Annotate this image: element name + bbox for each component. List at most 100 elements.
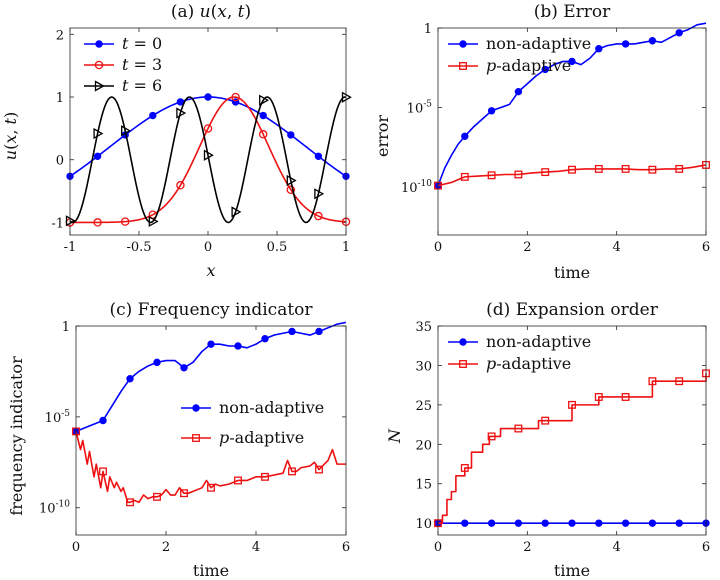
data-point-marker xyxy=(176,98,185,106)
data-point-marker xyxy=(231,206,242,218)
x-tick-label: -1 xyxy=(64,240,77,255)
panel-c-series xyxy=(72,321,347,507)
data-point-marker xyxy=(93,152,102,161)
y-tick-label: 15 xyxy=(415,478,432,493)
legend-label: t = 0 xyxy=(122,34,162,53)
series-t-0 xyxy=(66,93,350,181)
panel-d-series xyxy=(434,369,710,528)
series-line xyxy=(69,96,347,224)
data-point-marker xyxy=(541,416,550,425)
panel-d-legend: non-adaptive p-adaptive xyxy=(448,332,591,373)
panel-expansion-order: (d) Expansion order 0 2 4 6 10 15 20 25 30 35 no… xyxy=(385,300,710,580)
y-tick-label: 25 xyxy=(415,399,432,414)
legend-marker xyxy=(459,62,467,70)
x-tick-label: -0.5 xyxy=(126,240,151,255)
panel-c-y-label: frequency indicator xyxy=(7,356,26,516)
legend-label: non-adaptive xyxy=(486,332,591,351)
data-point-marker xyxy=(594,393,603,401)
data-point-marker xyxy=(234,476,242,485)
legend-label: non-adaptive xyxy=(219,398,324,417)
data-point-marker xyxy=(287,131,295,139)
data-point-marker xyxy=(675,519,683,527)
data-point-marker xyxy=(621,519,630,527)
panel-u-x-t: (a) u(x, t) -1 -0.5 0 0.5 1 -1 0 1 2 t = 0 t = 3… xyxy=(1,2,352,280)
legend-marker xyxy=(94,60,104,70)
y-tick-label: 1 xyxy=(62,320,70,335)
y-tick-label: 10-5 xyxy=(407,100,433,117)
data-point-marker xyxy=(286,174,297,187)
data-point-marker xyxy=(176,107,187,119)
data-point-marker xyxy=(93,127,104,140)
legend-entry: t = 6 xyxy=(84,76,162,95)
y-tick-label: 10-10 xyxy=(39,500,70,517)
panel-a-frame xyxy=(69,27,347,236)
data-point-marker xyxy=(568,400,576,409)
data-point-marker xyxy=(153,492,161,501)
data-point-marker xyxy=(261,472,269,481)
x-tick-label: 2 xyxy=(523,240,531,255)
panel-b-y-label: error xyxy=(373,115,392,157)
x-tick-label: 6 xyxy=(702,240,710,255)
data-point-marker xyxy=(286,185,296,195)
data-point-marker xyxy=(258,130,268,139)
data-point-marker xyxy=(541,168,550,177)
data-point-marker xyxy=(514,424,523,433)
data-point-marker xyxy=(99,416,107,425)
x-tick-label: 4 xyxy=(613,240,621,255)
data-point-marker xyxy=(648,377,657,386)
panel-a-y-label: u(x, t) xyxy=(1,112,20,160)
data-point-marker xyxy=(65,215,76,227)
y-tick-label: 35 xyxy=(415,320,432,335)
x-tick-label: 2 xyxy=(523,540,531,555)
data-point-marker xyxy=(315,327,323,336)
data-point-marker xyxy=(460,464,469,472)
data-point-marker xyxy=(461,132,469,140)
x-tick-label: 0 xyxy=(204,240,212,255)
data-point-marker xyxy=(648,519,657,527)
data-point-marker xyxy=(487,432,496,441)
data-point-marker xyxy=(568,165,576,174)
y-tick-label: 10 xyxy=(415,517,432,532)
series-non-adaptive xyxy=(72,321,347,436)
panel-b-title: (b) Error xyxy=(534,2,611,22)
data-point-marker xyxy=(568,57,576,66)
data-point-marker xyxy=(675,377,684,386)
x-tick-label: 2 xyxy=(162,540,170,555)
x-tick-label: 0 xyxy=(434,240,442,255)
data-point-marker xyxy=(315,465,323,474)
x-tick-label: 6 xyxy=(342,540,350,555)
x-tick-label: 4 xyxy=(252,540,260,555)
y-tick-label: 10-10 xyxy=(401,179,432,196)
panel-b-x-label: time xyxy=(554,263,590,282)
series-p-adaptive xyxy=(434,369,710,528)
panel-b-y-ticks: 1 10-5 10-10 xyxy=(401,22,706,196)
data-point-marker xyxy=(648,165,657,174)
series-line xyxy=(438,373,707,524)
data-point-marker xyxy=(595,519,603,527)
series-t-6 xyxy=(65,91,352,228)
legend-entry: non-adaptive xyxy=(448,34,591,53)
panel-c-frame xyxy=(75,325,347,536)
panel-d-x-label: time xyxy=(554,561,590,580)
legend-entry: non-adaptive xyxy=(181,398,324,417)
panel-d-y-ticks: 10 15 20 25 30 35 xyxy=(415,320,706,532)
data-point-marker xyxy=(341,91,352,103)
data-point-marker xyxy=(180,489,188,498)
panel-error: (b) Error 0 2 4 6 1 10-5 10-10 non-adaptive p-… xyxy=(373,2,710,282)
y-tick-label: 2 xyxy=(56,28,64,43)
data-point-marker xyxy=(93,218,102,227)
data-point-marker xyxy=(231,92,240,102)
y-tick-label: 1 xyxy=(56,91,64,106)
legend-marker xyxy=(459,40,467,48)
panel-b-frame xyxy=(437,27,707,236)
series-line xyxy=(437,164,707,187)
data-point-marker xyxy=(204,93,212,101)
legend-marker xyxy=(459,360,467,368)
panel-a-x-label: x xyxy=(206,261,215,280)
panel-d-title: (d) Expansion order xyxy=(486,300,659,320)
data-point-marker xyxy=(120,217,130,226)
x-tick-label: 4 xyxy=(613,540,621,555)
legend-entry: t = 0 xyxy=(84,34,162,53)
panel-c-legend: non-adaptive p-adaptive xyxy=(181,398,324,447)
